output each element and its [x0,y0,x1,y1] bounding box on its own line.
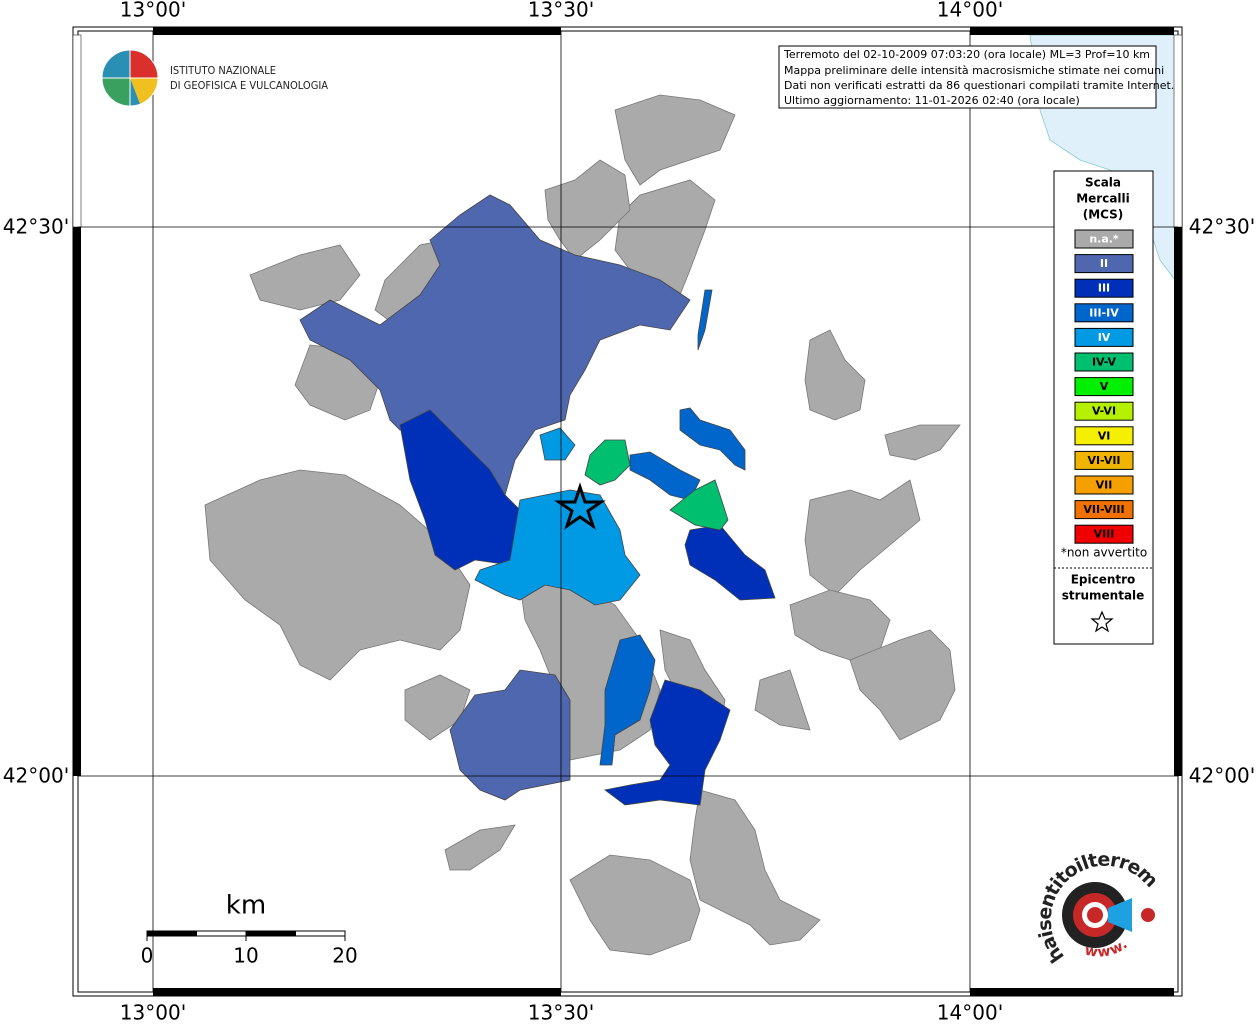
legend-label: III-IV [1089,306,1119,319]
legend-label: IV-V [1092,356,1117,369]
lat-label: 42°00' [3,764,69,788]
legend-swatch [1074,327,1134,347]
legend-label: V-VI [1092,405,1116,418]
legend-swatch [1074,278,1134,298]
legend-swatch [1074,229,1134,249]
scale-unit: km [226,891,266,921]
lon-label: 13°30' [528,1001,594,1025]
lon-label: 13°00' [120,1001,186,1025]
legend-swatch [1074,500,1134,520]
lon-label: 13°30' [528,0,594,22]
legend-label: VI-VII [1087,454,1120,467]
legend-label: III [1098,282,1110,295]
legend-label: V [1100,380,1109,393]
legend-note: *non avvertito [1061,546,1147,560]
legend-label: n.a.* [1089,233,1119,246]
map-frame [72,26,1183,997]
legend-title: Scala [1085,176,1121,190]
legend-title: Mercalli [1076,192,1130,206]
lat-label: 42°00' [1189,764,1255,788]
scale-bar: km 0 10 20 [141,891,358,968]
info-box [778,45,1157,109]
legend-label: II [1100,257,1108,270]
legend-swatch [1074,524,1134,544]
legend-swatch [1074,426,1134,446]
legend-swatch [1074,377,1134,397]
scale-label: 10 [233,944,258,968]
legend-epicenter: strumentale [1062,589,1145,603]
lon-label: 13°00' [120,0,186,22]
legend-swatch [1074,303,1134,323]
legend-epicenter: Epicentro [1071,573,1136,587]
graticule [78,31,1178,992]
lat-label: 42°30' [3,215,69,239]
lat-label: 42°30' [1189,215,1255,239]
legend: Scala Mercalli (MCS) *non avvertito Epic… [1053,170,1154,645]
info-line: Ultimo aggiornamento: 11-01-2026 02:40 (… [784,94,1080,107]
legend-label: VII [1096,479,1113,492]
info-line: Mappa preliminare delle intensità macros… [784,64,1164,77]
legend-label: VI [1098,429,1111,442]
legend-label: VII-VIII [1083,503,1124,516]
legend-label: IV [1098,331,1111,344]
scale-label: 20 [332,944,357,968]
municipalities-intensity [299,194,776,806]
legend-swatch [1074,475,1134,495]
legend-swatch [1074,450,1134,470]
legend-swatch [1074,352,1134,372]
epicenter-star [554,482,606,530]
legend-title: (MCS) [1083,208,1124,222]
scale-label: 0 [141,944,154,968]
municipalities-na [204,94,961,956]
logo-text: ISTITUTO NAZIONALE [170,64,276,77]
ingv-logo: ISTITUTO NAZIONALE DI GEOFISICA E VULCAN… [101,49,328,107]
legend-swatch [1074,401,1134,421]
lon-label: 14°00' [937,1001,1003,1025]
lon-label: 14°00' [937,0,1003,22]
legend-swatch [1074,254,1134,274]
info-line: Dati non verificati estratti da 86 quest… [784,79,1174,92]
legend-label: VIII [1094,528,1115,541]
info-line: Terremoto del 02-10-2009 07:03:20 (ora l… [783,48,1150,61]
logo-text: DI GEOFISICA E VULCANOLOGIA [170,79,328,92]
